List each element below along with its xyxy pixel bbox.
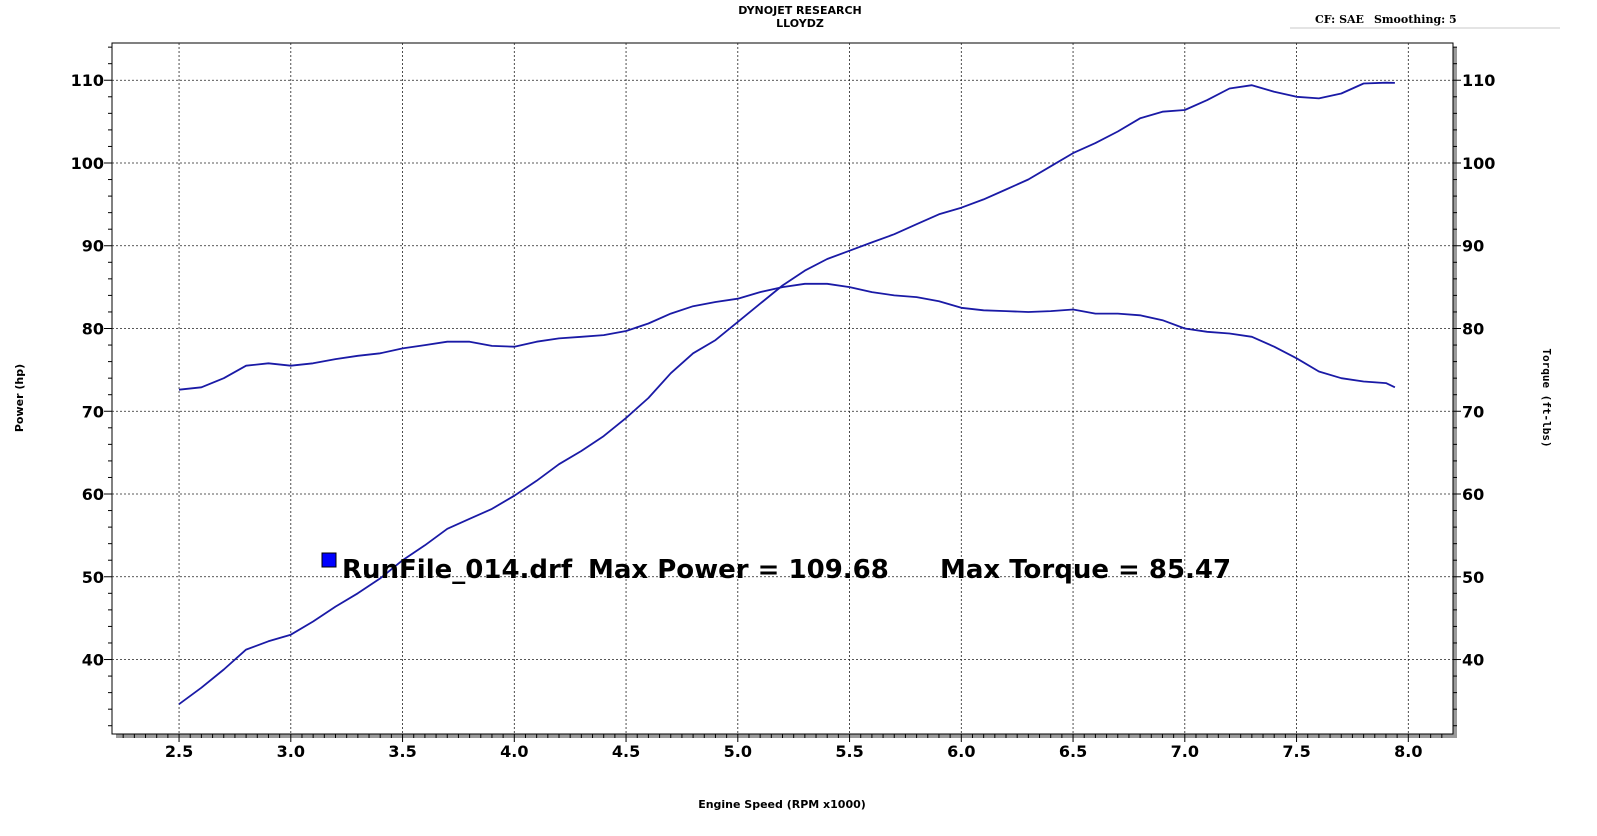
x-tick-label: 3.5 [388, 742, 416, 761]
cf-label: CF: SAE [1315, 13, 1364, 26]
y-left-tick-label: 90 [82, 237, 104, 256]
x-tick-labels: 2.5 3.0 3.5 4.0 4.5 5.0 5.5 6.0 6.5 7.0 7.5 8.0 [165, 742, 1423, 761]
y-right-tick-label: 110 [1462, 71, 1495, 90]
max-torque-label: Max Torque = 85.47 [940, 555, 1231, 585]
x-tick-label: 4.5 [612, 742, 640, 761]
y-left-tick-label: 80 [82, 320, 104, 339]
y-left-tick-label: 70 [82, 402, 104, 421]
y-right-tick-label: 40 [1462, 651, 1484, 670]
y-axis-title-right: Torque (ft-lbs) [1540, 348, 1553, 447]
axis-ticks [104, 46, 1461, 742]
correction-info: CF: SAE Smoothing: 5 [1315, 13, 1467, 26]
y-left-tick-labels: 40 50 60 70 80 90 100 110 [71, 71, 104, 669]
y-right-tick-label: 100 [1462, 154, 1495, 173]
y-right-tick-label: 50 [1462, 568, 1484, 587]
y-axis-title-left: Power (hp) [13, 364, 26, 432]
x-axis-title: Engine Speed (RPM x1000) [698, 798, 866, 811]
power-series-line [178, 81, 1395, 705]
y-right-tick-labels: 40 50 60 70 80 90 100 110 [1462, 71, 1495, 669]
torque-series-line [178, 282, 1396, 391]
smoothing-label: Smoothing: 5 [1373, 13, 1457, 26]
y-left-tick-label: 100 [71, 154, 104, 173]
y-right-tick-label: 80 [1462, 320, 1484, 339]
run-marker [321, 552, 337, 568]
series-lines [178, 81, 1396, 705]
grid-lines [112, 43, 1453, 734]
y-right-tick-label: 60 [1462, 485, 1484, 504]
x-tick-label: 5.0 [724, 742, 752, 761]
x-tick-label: 6.0 [947, 742, 975, 761]
y-right-tick-label: 70 [1462, 402, 1484, 421]
x-tick-label: 5.5 [835, 742, 863, 761]
y-left-tick-label: 110 [71, 71, 104, 90]
y-left-tick-label: 50 [82, 568, 104, 587]
chart-title: DYNOJET RESEARCH [738, 4, 862, 17]
x-tick-label: 7.5 [1282, 742, 1310, 761]
x-tick-label: 4.0 [500, 742, 528, 761]
x-tick-label: 7.0 [1171, 742, 1199, 761]
chart-subtitle: LLOYDZ [776, 17, 824, 30]
x-tick-label: 6.5 [1059, 742, 1087, 761]
x-tick-label: 2.5 [165, 742, 193, 761]
run-file-label: RunFile_014.drf [342, 555, 573, 585]
plot-frame [111, 42, 1454, 735]
y-right-tick-label: 90 [1462, 237, 1484, 256]
y-left-tick-label: 60 [82, 485, 104, 504]
y-left-tick-label: 40 [82, 651, 104, 670]
max-power-label: Max Power = 109.68 [588, 555, 889, 585]
x-tick-label: 8.0 [1394, 742, 1422, 761]
x-tick-label: 3.0 [277, 742, 305, 761]
